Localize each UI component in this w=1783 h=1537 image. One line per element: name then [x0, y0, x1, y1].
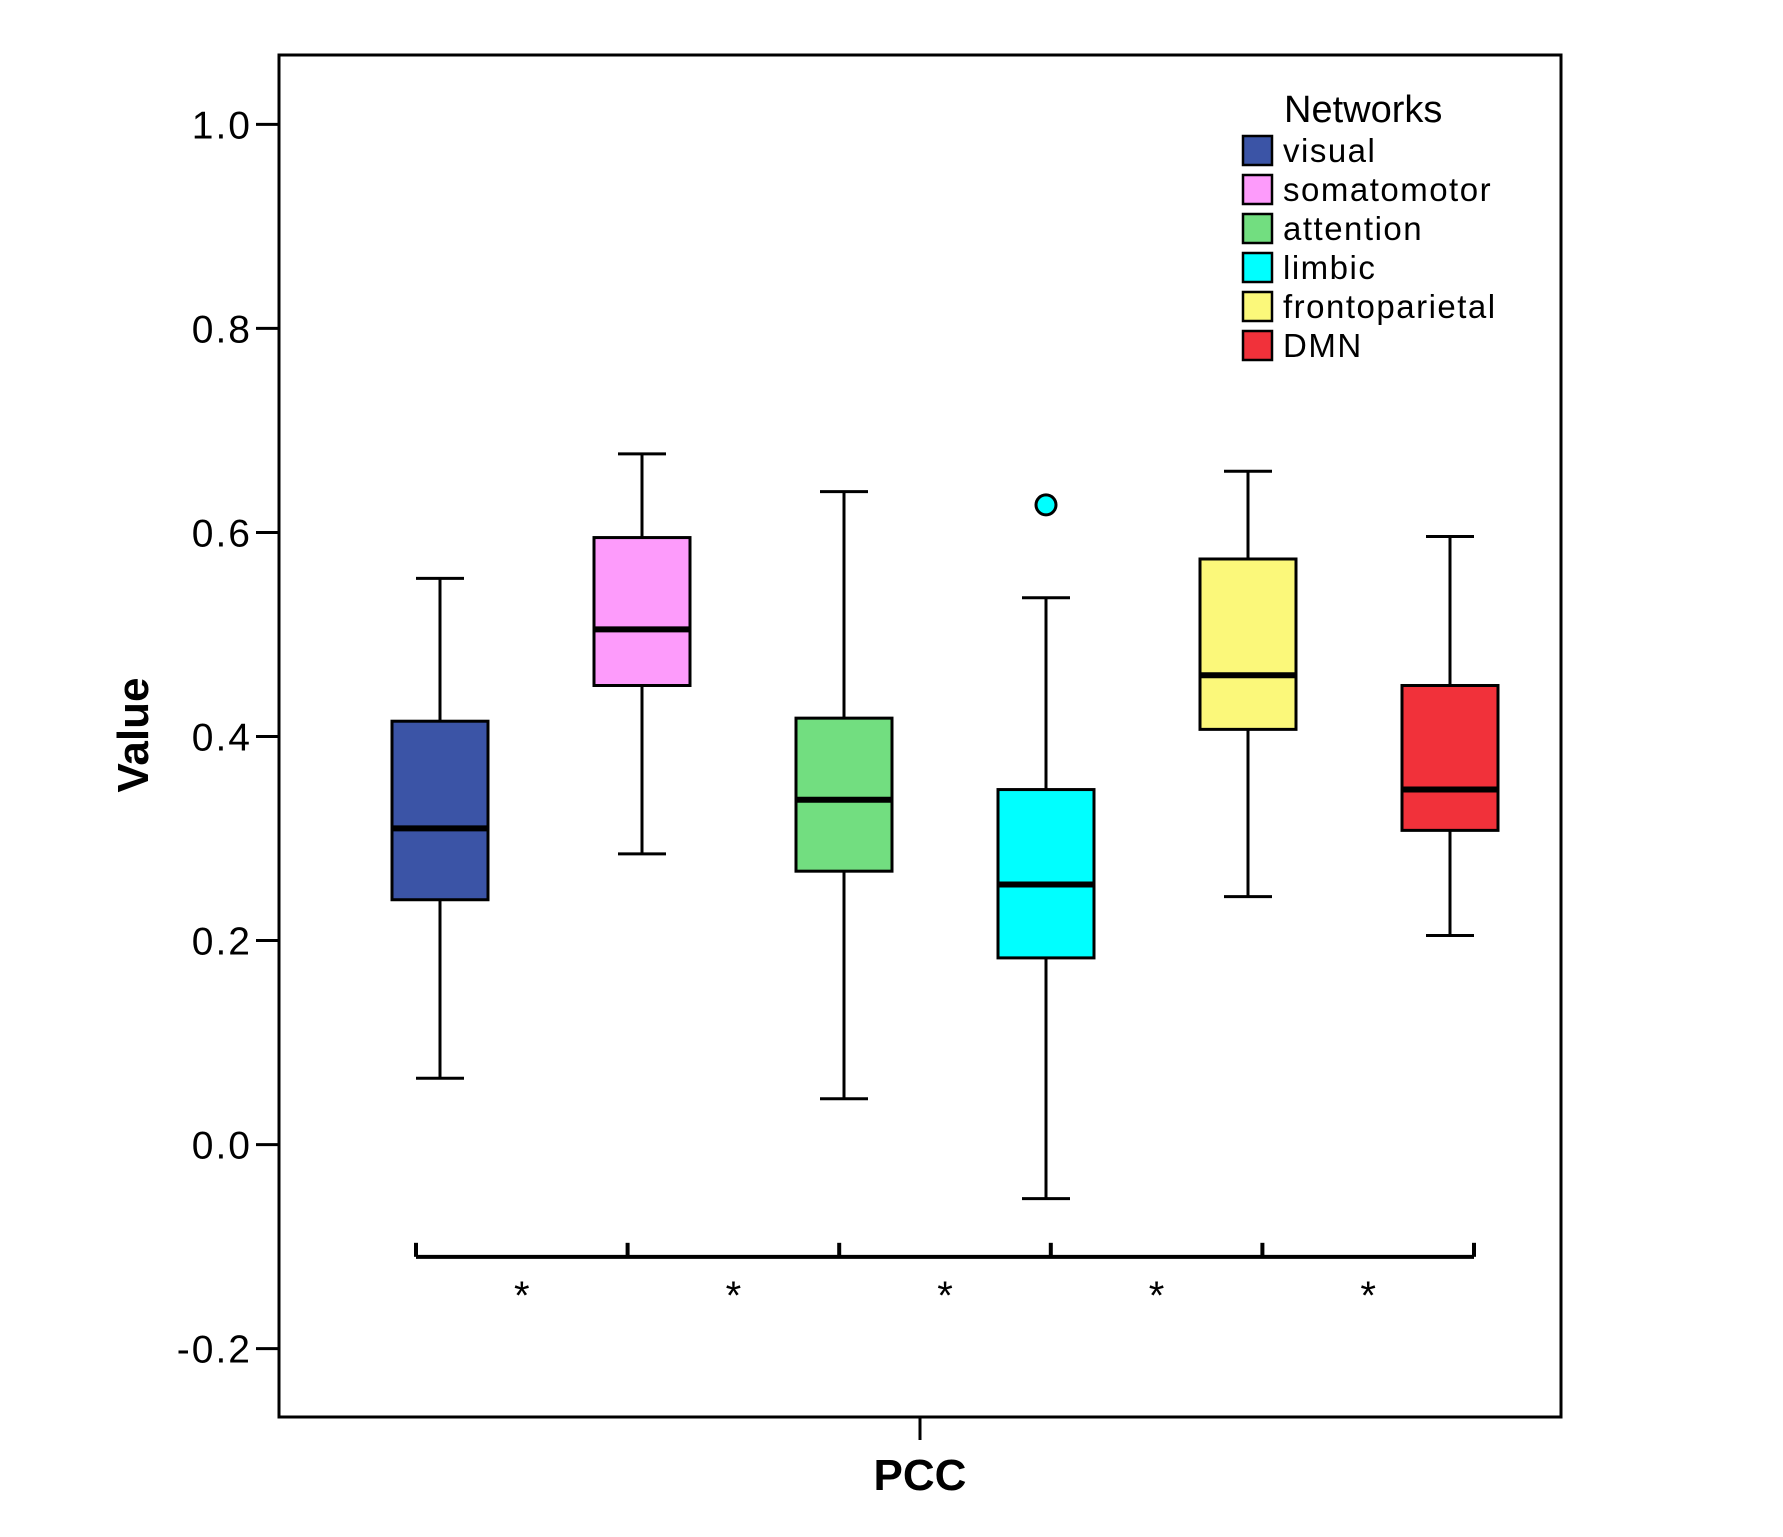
y-tick-label: 1.0 [192, 104, 252, 147]
legend-title: Networks [1284, 89, 1442, 131]
legend-label-attention: attention [1283, 210, 1423, 247]
legend-swatch-visual [1241, 134, 1274, 167]
y-tick-label: 0.0 [192, 1125, 252, 1168]
box-frontoparietal [1198, 557, 1298, 731]
y-axis-label: Value [109, 678, 158, 793]
y-tick-label: 0.2 [192, 921, 252, 964]
box-somatomotor [592, 536, 692, 687]
box-visual [390, 719, 490, 902]
box-limbic [996, 788, 1096, 960]
box-DMN [1400, 683, 1500, 832]
significance-star: * [1149, 1274, 1165, 1318]
box-attention [794, 716, 894, 873]
y-tick-label: -0.2 [177, 1329, 252, 1372]
boxes [390, 452, 1500, 1201]
y-tick-label: 0.6 [192, 512, 252, 555]
legend-swatch-DMN [1241, 329, 1274, 362]
legend-label-DMN: DMN [1283, 327, 1363, 364]
legend-swatch-attention [1241, 212, 1274, 245]
significance-star: * [726, 1274, 742, 1318]
y-axis: -0.2 0.0 0.2 0.4 0.6 0.8 1.0 [177, 104, 279, 1372]
legend-swatch-somatomotor [1241, 173, 1274, 206]
significance-star: * [514, 1274, 530, 1318]
legend: Networks visualsomatomotorattentionlimbi… [1241, 89, 1497, 364]
significance-star: * [1360, 1274, 1376, 1318]
outlier-point [1034, 493, 1058, 517]
legend-label-somatomotor: somatomotor [1283, 171, 1492, 208]
significance-star: * [937, 1274, 953, 1318]
legend-swatch-frontoparietal [1241, 290, 1274, 323]
legend-swatch-limbic [1241, 251, 1274, 284]
x-axis-label: PCC [874, 1451, 967, 1500]
legend-label-visual: visual [1283, 132, 1376, 169]
legend-label-frontoparietal: frontoparietal [1283, 288, 1497, 325]
significance-brackets: * * * * * [414, 1242, 1476, 1318]
y-tick-label: 0.8 [192, 308, 252, 351]
legend-label-limbic: limbic [1283, 249, 1376, 286]
y-tick-label: 0.4 [192, 717, 252, 760]
